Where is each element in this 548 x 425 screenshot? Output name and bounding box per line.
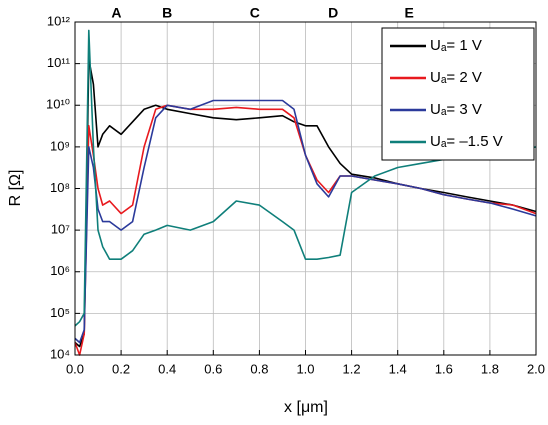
legend-label: Uₐ= 1 V [430, 37, 482, 54]
x-tick-label: 1.8 [481, 361, 499, 376]
x-axis-label: x [μm] [284, 399, 328, 416]
x-tick-label: 0.4 [158, 361, 176, 376]
y-tick-label: 10⁶ [50, 263, 70, 278]
region-label: E [405, 5, 414, 21]
x-tick-label: 1.4 [389, 361, 407, 376]
x-tick-label: 1.2 [343, 361, 361, 376]
y-tick-label: 10⁹ [50, 138, 70, 153]
y-tick-label: 10¹⁰ [46, 97, 70, 112]
x-tick-label: 0.2 [112, 361, 130, 376]
legend-label: Uₐ= 3 V [430, 101, 482, 118]
legend-label: Uₐ= –1.5 V [430, 133, 503, 150]
region-label: D [328, 5, 338, 21]
legend-label: Uₐ= 2 V [430, 69, 482, 86]
x-tick-label: 1.0 [296, 361, 314, 376]
x-tick-label: 1.6 [435, 361, 453, 376]
x-tick-label: 2.0 [527, 361, 545, 376]
series-line [74, 29, 537, 327]
y-tick-label: 10⁴ [50, 346, 70, 361]
y-tick-label: 10¹¹ [47, 55, 71, 70]
x-tick-label: 0.0 [66, 361, 84, 376]
region-label: C [250, 5, 260, 21]
region-label: A [111, 5, 121, 21]
series-line [74, 99, 537, 344]
y-tick-label: 10¹² [47, 13, 71, 28]
y-axis-label: R [Ω] [7, 170, 24, 207]
region-label: B [162, 5, 172, 21]
x-tick-label: 0.6 [204, 361, 222, 376]
plot-frame [74, 21, 537, 356]
x-tick-label: 0.8 [250, 361, 268, 376]
legend-box [381, 27, 535, 161]
y-tick-label: 10⁵ [50, 305, 70, 320]
y-tick-label: 10⁸ [50, 180, 70, 195]
y-tick-label: 10⁷ [51, 222, 70, 237]
